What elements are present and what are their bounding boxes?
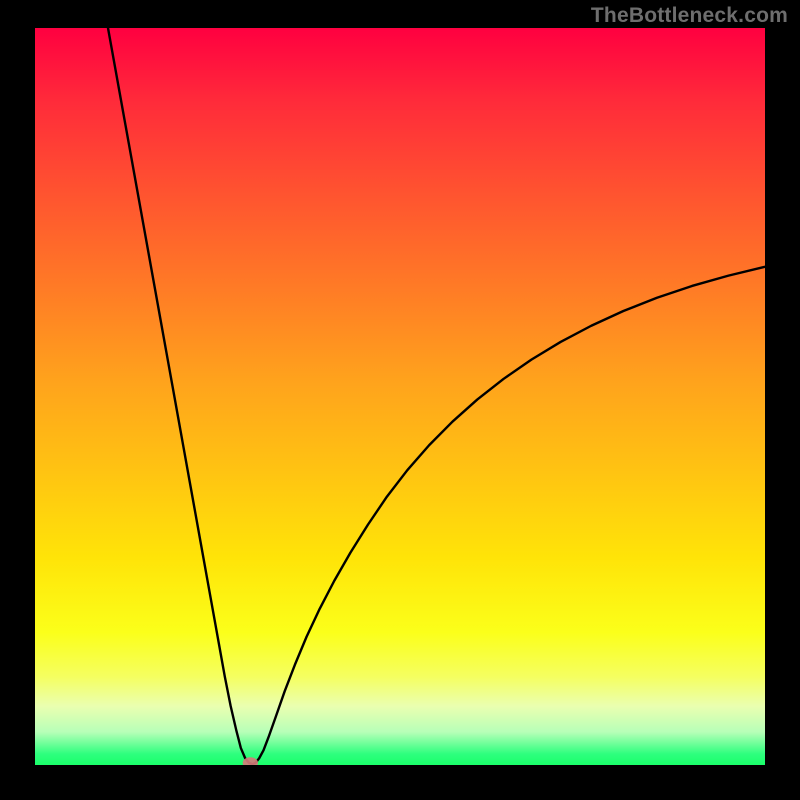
chart-svg <box>35 28 765 765</box>
chart-frame: TheBottleneck.com <box>0 0 800 800</box>
plot-area <box>35 28 765 765</box>
watermark-text: TheBottleneck.com <box>591 4 788 28</box>
gradient-background <box>35 28 765 765</box>
